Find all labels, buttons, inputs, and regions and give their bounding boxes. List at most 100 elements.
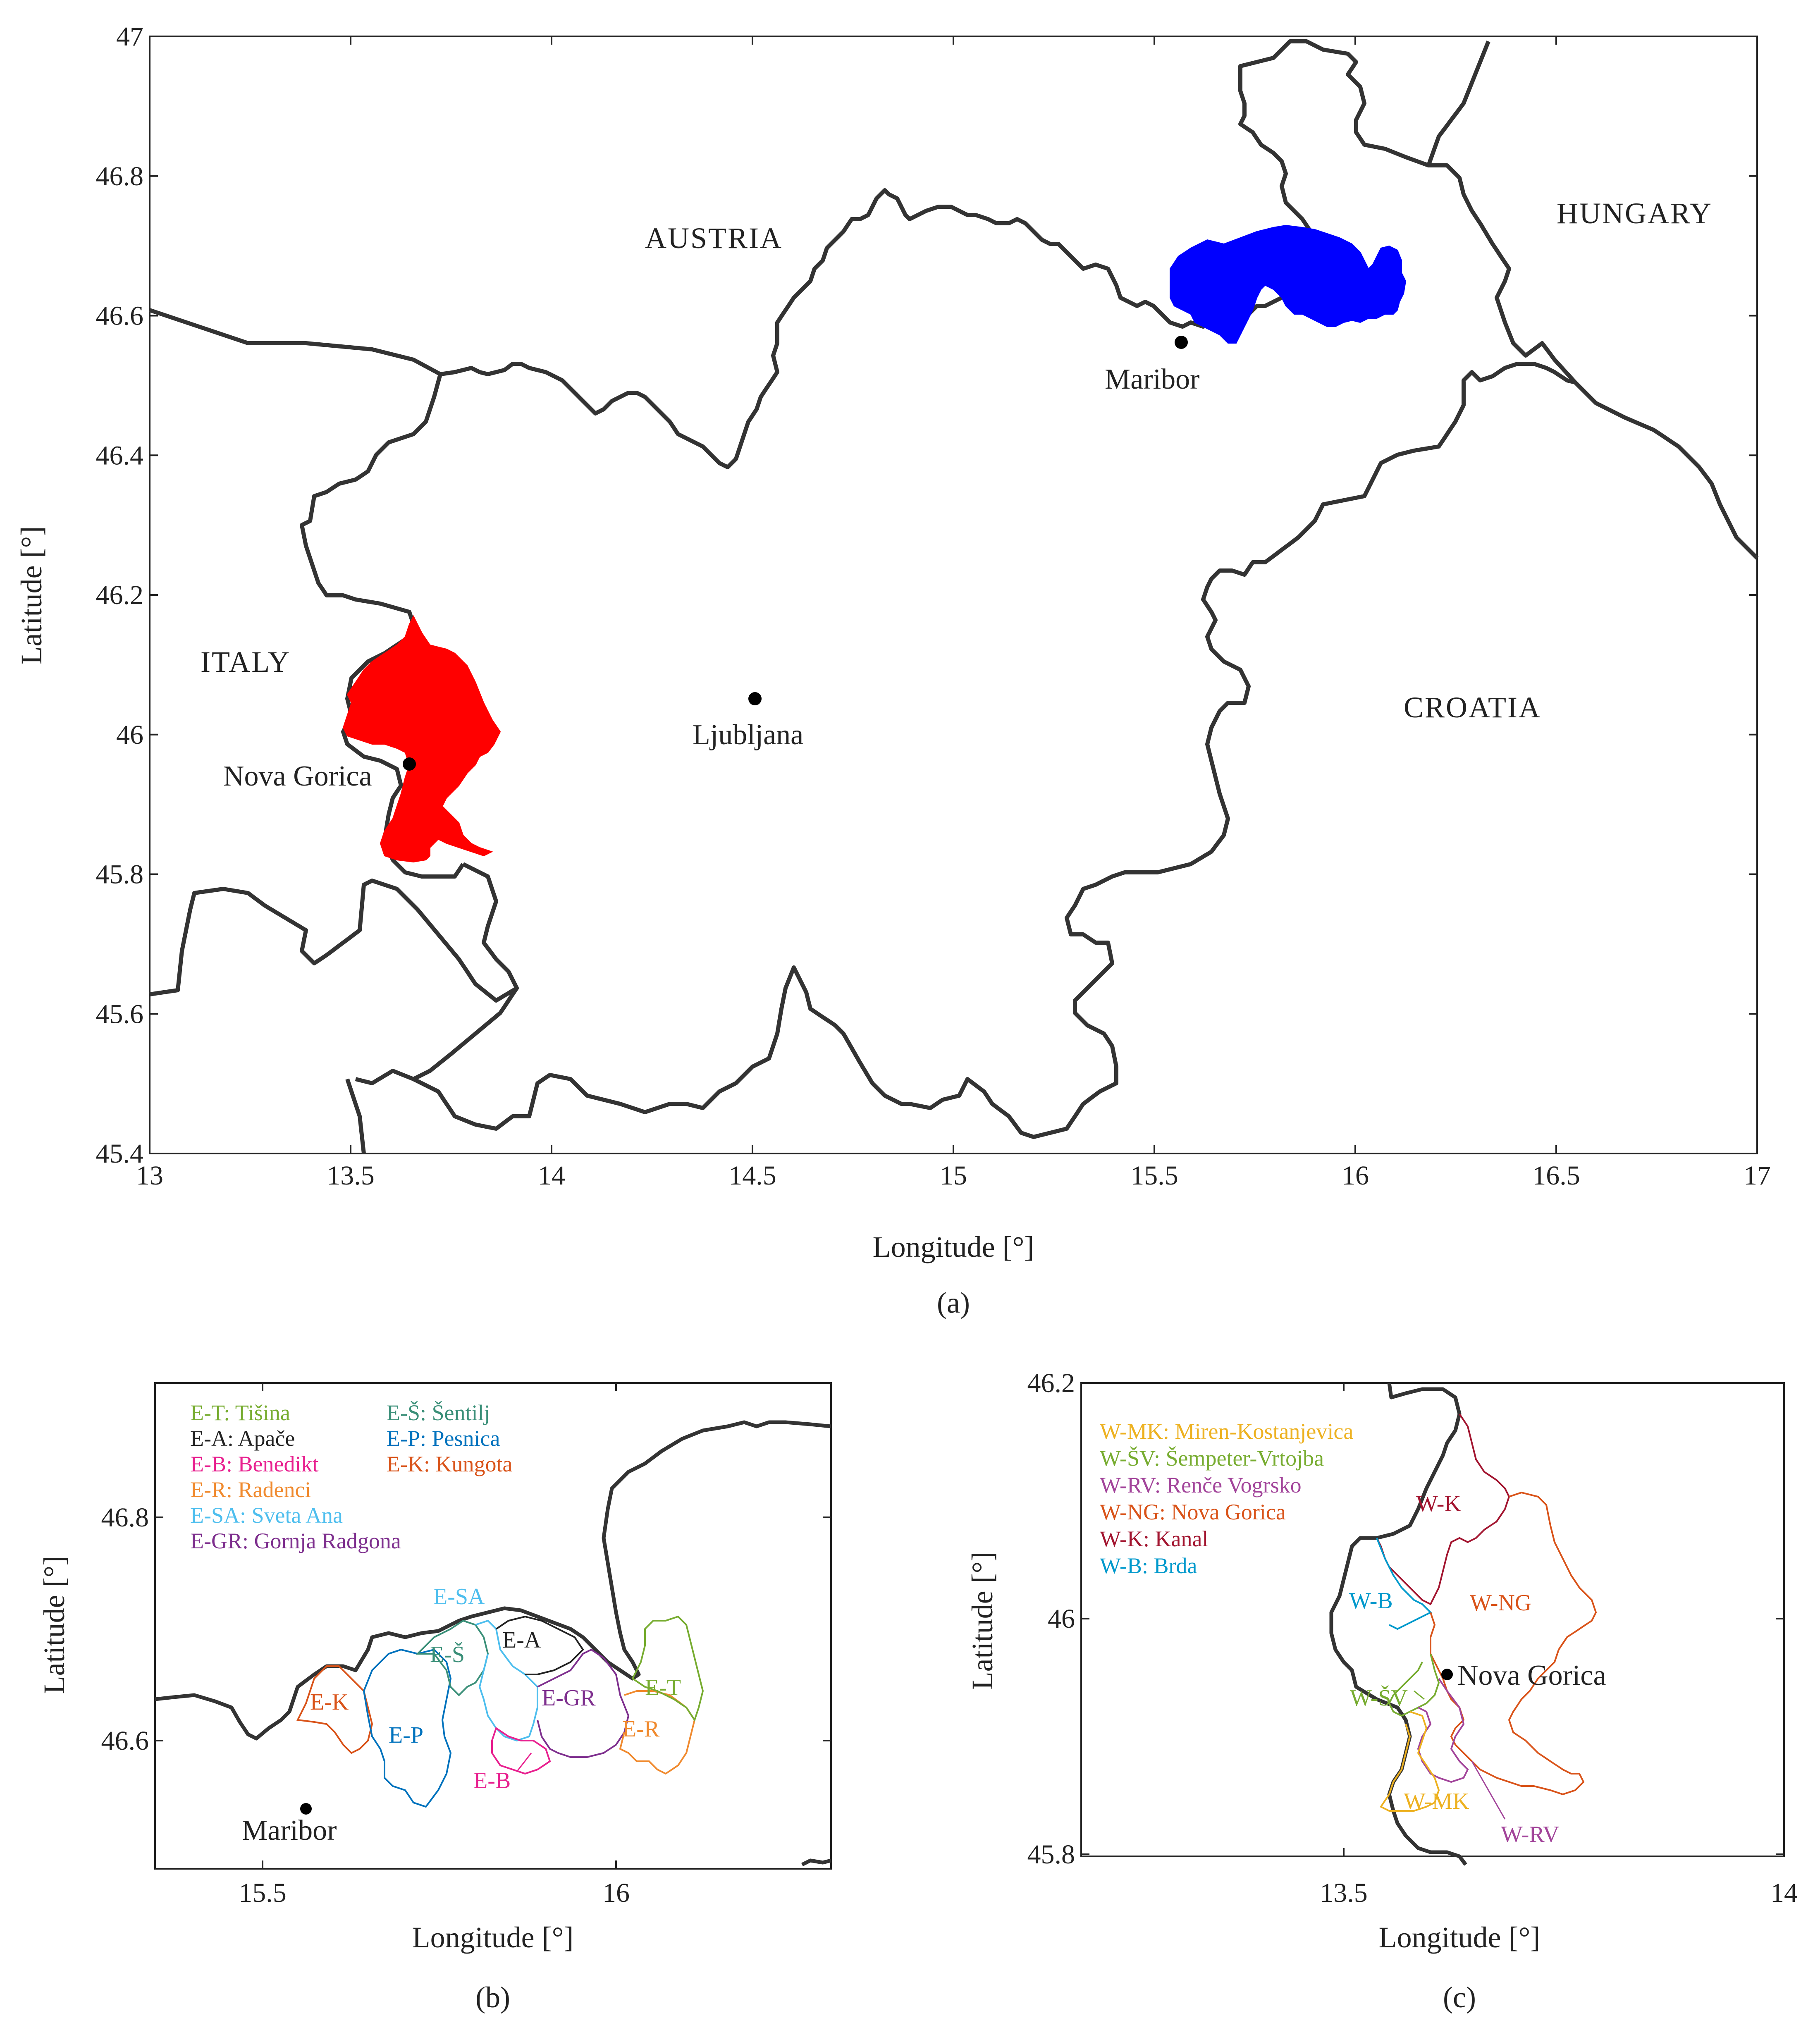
legend-name: Kungota <box>430 1452 513 1476</box>
panel-b-xticks: 15.5 16 <box>239 1383 630 1908</box>
x-tick-label: 17 <box>1744 1161 1771 1191</box>
legend-name: Radenci <box>232 1477 311 1502</box>
ljubljana-dot <box>748 692 762 705</box>
legend-entry: W-K: Kanal <box>1100 1526 1208 1551</box>
label-w-mk: W-MK <box>1404 1789 1469 1814</box>
legend-code: E-GR: <box>190 1528 248 1553</box>
legend-code: W-NG: <box>1100 1500 1166 1524</box>
region-e-gr <box>537 1648 630 1758</box>
legend-code: W-K: <box>1100 1526 1149 1551</box>
x-tick-label: 15.5 <box>1130 1161 1178 1191</box>
y-tick-label: 45.6 <box>96 999 144 1029</box>
x-tick-label: 14 <box>1770 1878 1798 1908</box>
y-tick-label: 45.4 <box>96 1139 144 1169</box>
panel-a-xticks: 13 13.5 14 14.5 15 15.5 16 16.5 17 <box>136 36 1771 1191</box>
label-w-b: W-B <box>1349 1588 1393 1614</box>
panel-b-city-maribor: Maribor <box>242 1815 337 1846</box>
legend-code: W-ŠV: <box>1100 1446 1160 1471</box>
nova-gorica-dot <box>403 757 416 771</box>
east-region-fill <box>1170 224 1407 344</box>
y-tick-label: 45.8 <box>96 860 144 890</box>
x-tick-label: 14.5 <box>728 1161 776 1191</box>
legend-entry: W-RV: Renče Vogrsko <box>1100 1473 1302 1497</box>
austria-hungary-border <box>1426 41 1490 166</box>
legend-entry: W-ŠV: Šempeter-Vrtojba <box>1100 1446 1324 1471</box>
region-e-sa <box>475 1619 538 1742</box>
legend-name: Gornja Radgona <box>248 1528 401 1553</box>
region-w-b <box>1376 1538 1432 1630</box>
x-tick-label: 16.5 <box>1532 1161 1580 1191</box>
legend-entry: E-B: Benedikt <box>190 1452 318 1476</box>
hungary-croatia-border <box>1574 381 1759 560</box>
country-italy: ITALY <box>201 645 291 678</box>
legend-name: Benedikt <box>232 1452 318 1476</box>
slovenia-outline-north <box>440 39 1577 469</box>
y-tick-label: 46.2 <box>96 580 144 610</box>
legend-entry: E-A: Apače <box>190 1426 295 1451</box>
legend-code: E-R: <box>190 1477 232 1502</box>
legend-code: E-SA: <box>190 1503 246 1528</box>
region-w-sv <box>1388 1653 1440 1717</box>
label-w-k: W-K <box>1416 1491 1461 1517</box>
legend-name: Renče Vogrsko <box>1161 1473 1302 1497</box>
maribor-dot <box>1175 336 1188 349</box>
label-e-sa: E-SA <box>433 1584 485 1610</box>
legend-entry: E-K: Kungota <box>387 1452 512 1476</box>
legend-code: E-P: <box>387 1426 426 1451</box>
panel-a-yticks: 47 46.8 46.6 46.4 46.2 46 45.8 45.6 45.4 <box>96 21 1757 1169</box>
legend-code: E-T: <box>190 1400 230 1425</box>
slovenia-outline-south <box>412 362 1576 1139</box>
label-w-ng: W-NG <box>1470 1590 1531 1616</box>
legend-name: Pesnica <box>426 1426 500 1451</box>
y-tick-label: 46.8 <box>96 161 144 191</box>
legend-name: Miren-Kostanjevica <box>1169 1419 1353 1444</box>
legend-name: Nova Gorica <box>1166 1500 1286 1524</box>
panel-a: AUSTRIA HUNGARY ITALY CROATIA Maribor Lj… <box>15 21 1771 1319</box>
panel-a-caption: (a) <box>937 1286 970 1319</box>
label-e-s: E-Š <box>430 1641 465 1667</box>
legend-entry: W-NG: Nova Gorica <box>1100 1500 1286 1524</box>
panel-c-xlabel: Longitude [°] <box>1379 1921 1541 1954</box>
panel-a-xlabel: Longitude [°] <box>873 1230 1034 1263</box>
label-e-k: E-K <box>310 1689 349 1715</box>
y-tick-label: 46.4 <box>96 440 144 470</box>
label-e-t: E-T <box>645 1675 681 1700</box>
legend-name: Brda <box>1148 1553 1197 1578</box>
y-tick-label: 46 <box>116 720 143 750</box>
panel-a-ylabel: Latitude [°] <box>15 526 48 665</box>
legend-code: E-Š: <box>387 1400 426 1425</box>
istria-line <box>345 1078 366 1154</box>
region-w-ng <box>1430 1491 1597 1796</box>
italy-croatia-coast <box>149 879 519 1085</box>
city-ljubljana: Ljubljana <box>693 719 803 751</box>
legend-name: Kanal <box>1149 1526 1208 1551</box>
panel-c-ylabel: Latitude [°] <box>966 1552 999 1690</box>
panel-a-frame <box>149 36 1758 1154</box>
y-tick-label: 46.6 <box>101 1726 149 1756</box>
panel-b-ylabel: Latitude [°] <box>38 1556 71 1694</box>
label-e-r: E-R <box>622 1716 660 1742</box>
leader-e-b <box>516 1753 532 1772</box>
panel-b: Maribor E-SA E-Š E-A E-GR E-T E-K E-P E-… <box>38 1382 832 2014</box>
city-nova-gorica: Nova Gorica <box>223 760 372 792</box>
label-e-b: E-B <box>473 1768 511 1794</box>
x-tick-label: 15 <box>940 1161 967 1191</box>
region-e-a <box>495 1615 584 1675</box>
legend-entry: E-GR: Gornja Radgona <box>190 1528 401 1553</box>
x-tick-label: 13 <box>136 1161 163 1191</box>
label-e-a: E-A <box>502 1627 541 1653</box>
label-w-sv: W-ŠV <box>1350 1685 1408 1711</box>
leader-w-sv <box>1414 1690 1425 1700</box>
legend-entry: E-SA: Sveta Ana <box>190 1503 343 1528</box>
panel-c-city-nova-gorica: Nova Gorica <box>1457 1660 1606 1691</box>
panel-b-border-corner <box>801 1858 832 1867</box>
legend-entry: E-Š: Šentilj <box>387 1400 490 1425</box>
legend-entry: W-B: Brda <box>1100 1553 1197 1578</box>
legend-entry: E-P: Pesnica <box>387 1426 500 1451</box>
legend-code: W-RV: <box>1100 1473 1161 1497</box>
region-e-k <box>296 1665 373 1754</box>
label-w-rv: W-RV <box>1501 1822 1560 1847</box>
panel-c-yticks: 46.2 46 45.8 <box>1027 1368 1784 1870</box>
region-e-b <box>491 1727 551 1775</box>
